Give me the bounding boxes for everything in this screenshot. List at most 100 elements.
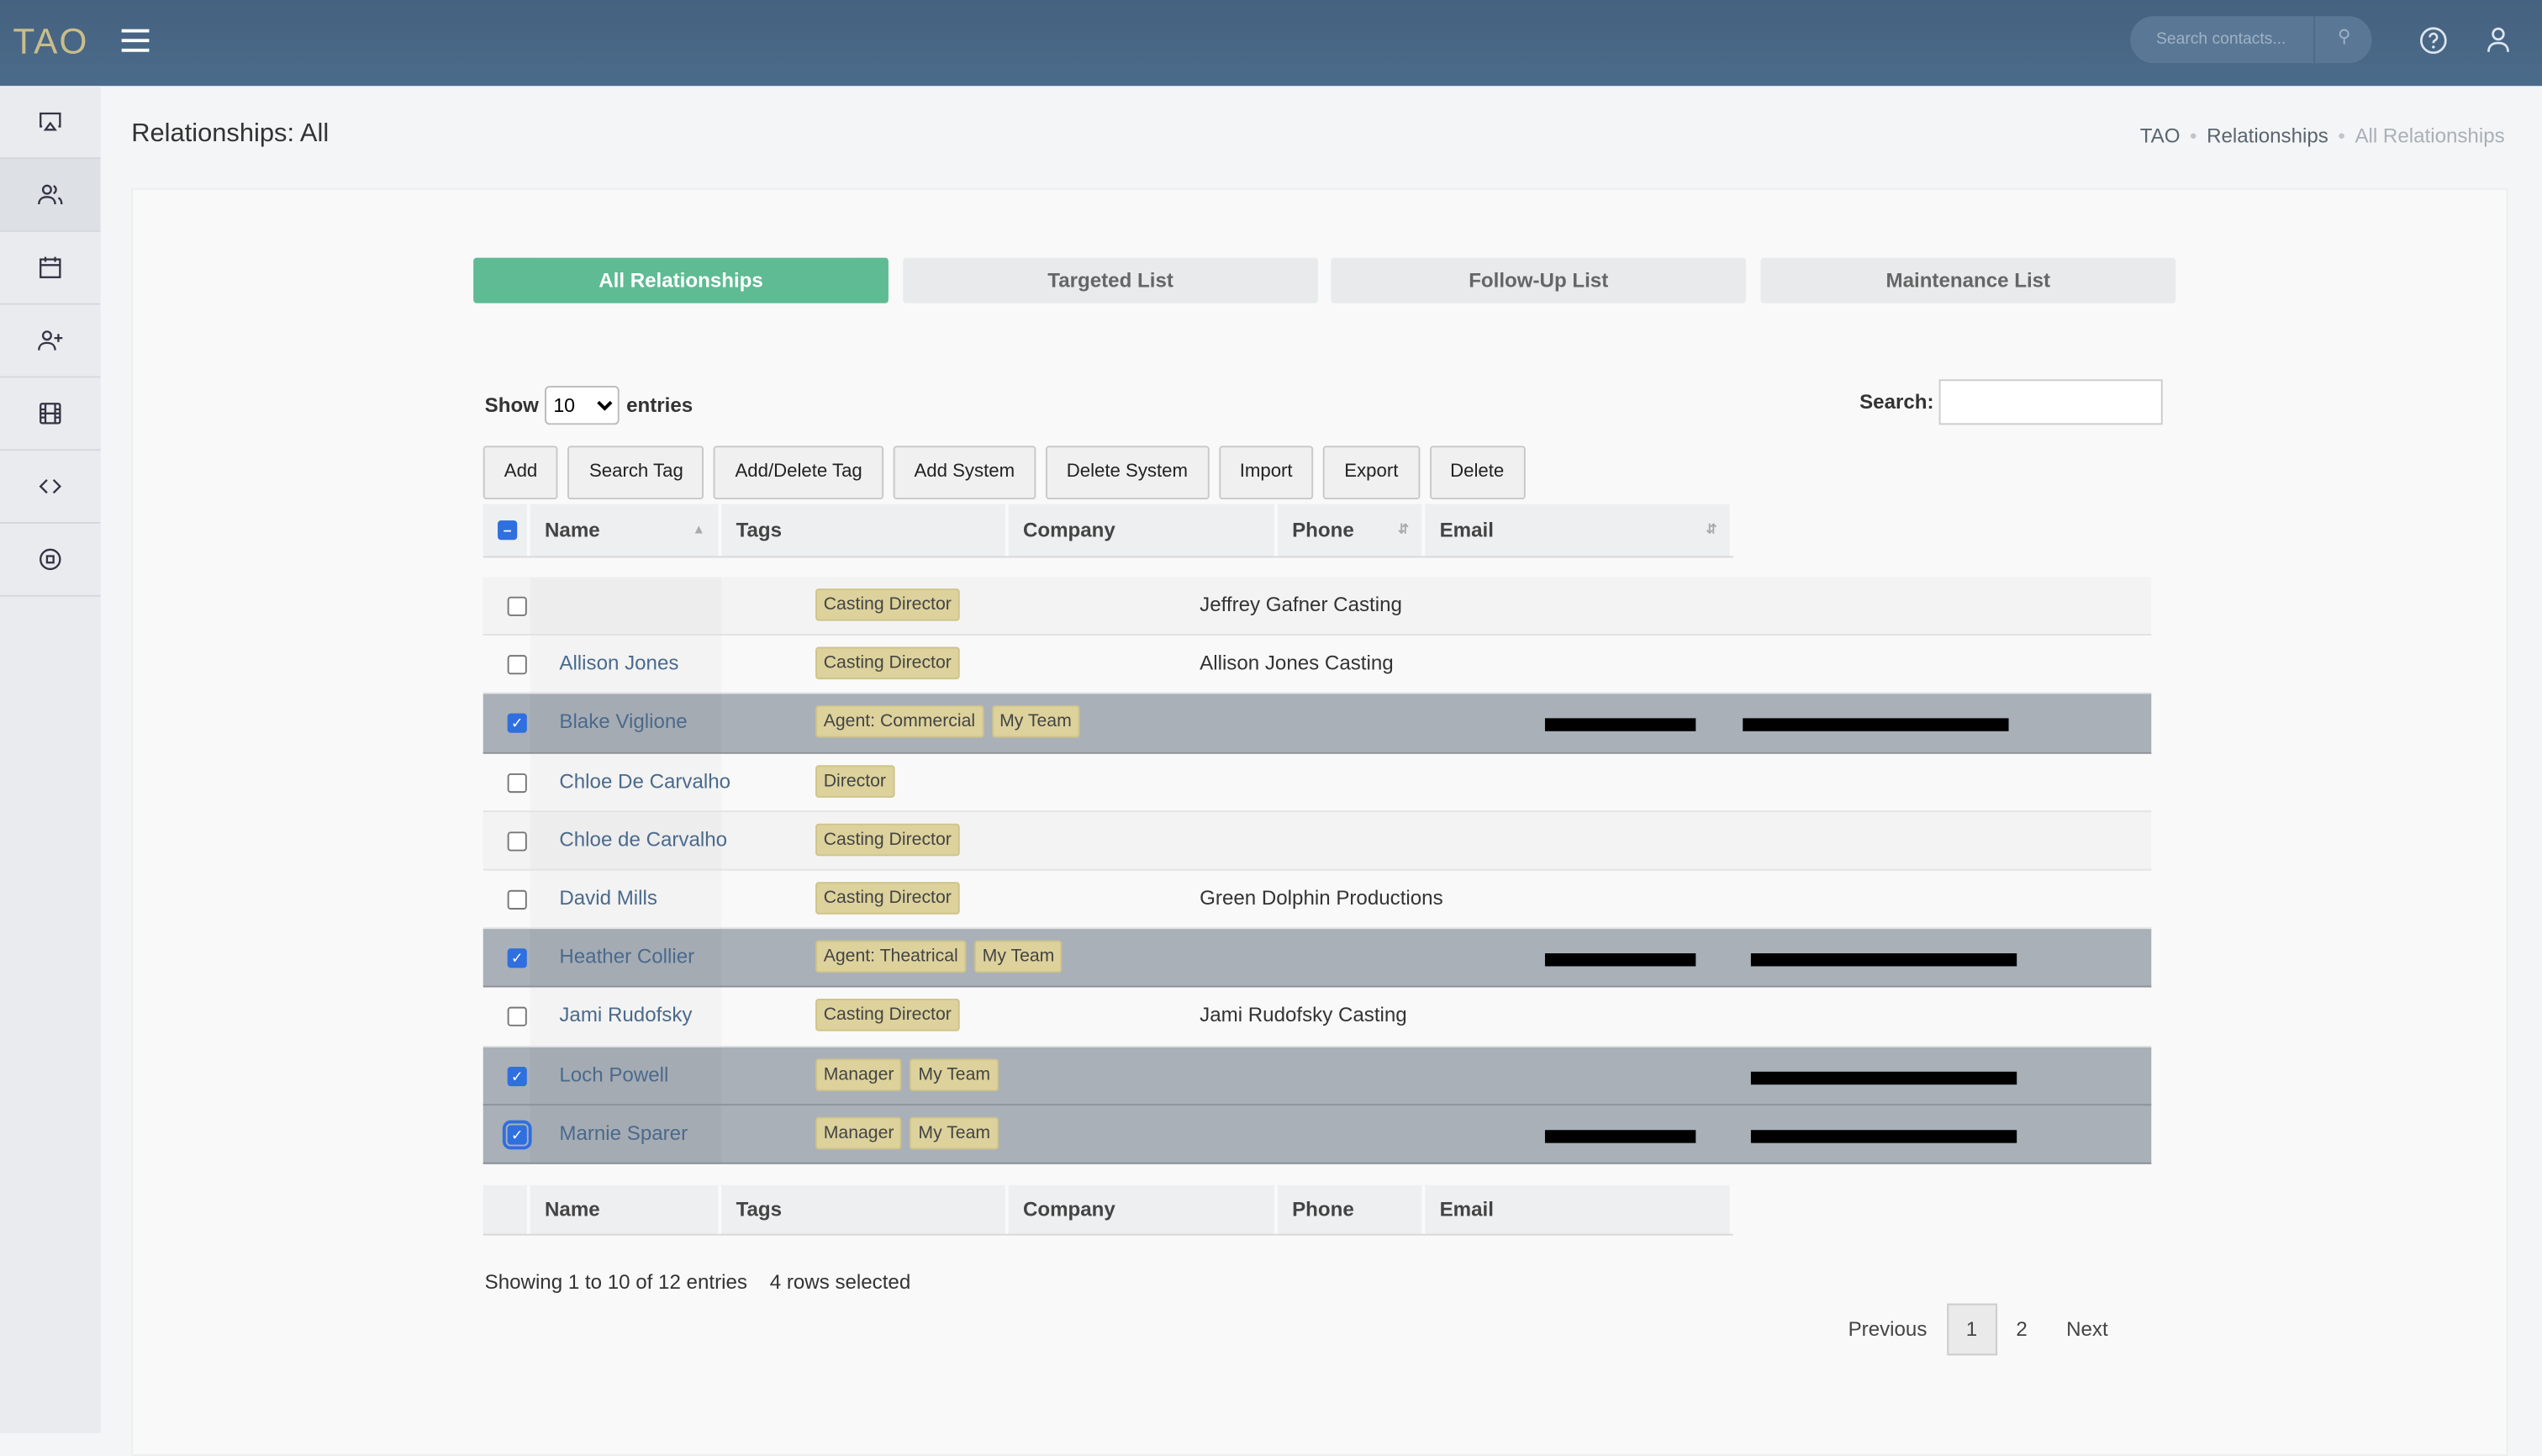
column-phone[interactable]: Phone ⇵ [1278,504,1426,557]
table-search-input[interactable] [1938,379,2163,425]
row-checkbox[interactable] [507,773,527,793]
user-icon[interactable] [2482,24,2515,57]
show-label: Show [484,393,539,417]
tag-badge: Casting Director [815,588,960,621]
contact-name-link[interactable]: Blake Viglione [559,710,688,734]
tag-badge: Casting Director [815,999,960,1032]
contact-name-link[interactable]: Jami Rudofsky [559,1004,693,1027]
sidebar-item-add-contact[interactable] [0,305,101,378]
tag-list: Agent: Theatrical My Team [815,940,1063,973]
page-title: Relationships: All [131,119,330,148]
sidebar-item-projects[interactable] [0,377,101,451]
redacted-phone [1544,719,1696,732]
sidebar-item-code[interactable] [0,451,101,524]
row-checkbox[interactable] [507,889,527,910]
logo[interactable]: TAO [13,21,89,62]
row-checkbox[interactable] [507,596,527,616]
sidebar-item-dashboard[interactable] [0,86,101,160]
contact-name-link[interactable]: Chloe de Carvalho [559,828,728,852]
footer-column-tags: Tags [721,1184,1009,1234]
table-header: – Name ▲ Tags Company Phone ⇵ Email ⇵ [483,504,1733,558]
breadcrumb-tao[interactable]: TAO [2139,124,2181,148]
column-email[interactable]: Email ⇵ [1425,504,1733,557]
next-button[interactable]: Next [2066,1317,2108,1341]
sidebar-item-relationships[interactable] [0,159,101,232]
breadcrumb-current: All Relationships [2355,124,2505,148]
add-button[interactable]: Add [483,446,559,500]
page-2-button[interactable]: 2 [2016,1317,2028,1341]
film-icon [40,403,61,425]
menu-icon[interactable] [121,29,150,59]
footer-column-company: Company [1009,1184,1278,1234]
sidebar-item-calendar[interactable] [0,232,101,305]
search-icon[interactable]: ⚲ [2313,16,2373,64]
tag-badge: My Team [910,1116,999,1149]
table-row[interactable]: Chloe De Carvalho Director [483,752,2152,812]
previous-button[interactable]: Previous [1848,1317,1928,1341]
add-delete-tag-button[interactable]: Add/Delete Tag [714,446,883,500]
import-button[interactable]: Import [1218,446,1314,500]
add-system-button[interactable]: Add System [893,446,1036,500]
tag-badge: Director [815,764,894,798]
contact-name-link[interactable]: Chloe De Carvalho [559,769,731,793]
delete-system-button[interactable]: Delete System [1045,446,1210,500]
tab-follow-up-list[interactable]: Follow-Up List [1331,257,1747,303]
row-checkbox[interactable]: ✓ [507,1066,527,1086]
contact-name-link[interactable]: Loch Powell [559,1063,669,1086]
table-row[interactable]: Chloe de Carvalho Casting Director [483,811,2152,871]
pagination: Previous 1 2 Next [1828,1303,2127,1356]
code-icon [39,479,61,494]
company-cell: Jami Rudofsky Casting [1200,1004,1407,1027]
stop-circle-icon [40,548,61,571]
sidebar-item-stop[interactable] [0,524,101,597]
column-company[interactable]: Company [1009,504,1278,557]
table-row[interactable]: ✓ Blake Viglione Agent: Commercial My Team [483,694,2152,753]
contact-search-input[interactable] [2130,16,2325,64]
table-row[interactable]: Casting Director Jeffrey Gafner Casting [483,577,2152,636]
row-checkbox[interactable]: ✓ [507,948,527,968]
contact-name-link[interactable]: David Mills [559,886,657,910]
help-icon[interactable] [2418,24,2450,57]
breadcrumb-relationships[interactable]: Relationships [2207,124,2328,148]
airplay-icon [40,112,61,131]
table-row[interactable]: ✓ Heather Collier Agent: Theatrical My Team [483,929,2152,989]
tag-list: Casting Director [815,646,960,680]
sort-icon: ⇵ [1398,522,1409,537]
row-checkbox[interactable] [507,1007,527,1027]
table-row[interactable]: ✓ Loch Powell Manager My Team [483,1046,2152,1105]
footer-column-name: Name [530,1184,722,1234]
column-name[interactable]: Name ▲ [530,504,722,557]
export-button[interactable]: Export [1323,446,1420,500]
tag-list: Manager My Team [815,1058,999,1090]
tag-list: Agent: Commercial My Team [815,705,1080,739]
tab-maintenance-list[interactable]: Maintenance List [1760,257,2176,303]
table-row[interactable]: Allison Jones Casting Director Allison Jon… [483,636,2152,695]
contact-name-link[interactable]: Allison Jones [559,652,679,675]
tab-targeted-list[interactable]: Targeted List [903,257,1318,303]
select-all-cell[interactable]: – [483,504,530,557]
search-tag-button[interactable]: Search Tag [567,446,704,500]
table-row[interactable]: ✓ Marnie Sparer Manager My Team [483,1105,2152,1164]
tag-badge: My Team [910,1058,999,1090]
row-checkbox[interactable]: ✓ [507,714,527,734]
delete-button[interactable]: Delete [1429,446,1526,500]
page-1-button[interactable]: 1 [1946,1303,1997,1356]
contact-name-link[interactable]: Heather Collier [559,945,695,968]
tag-list: Casting Director [815,823,960,856]
tag-list: Manager My Team [815,1116,999,1149]
row-checkbox[interactable] [507,831,527,852]
toolbar: Add Search Tag Add/Delete Tag Add System… [483,446,1526,500]
contact-name-link[interactable]: Marnie Sparer [559,1121,688,1144]
search-label: Search: [1859,390,1934,414]
select-all-checkbox[interactable]: – [498,520,518,541]
tag-list: Casting Director [815,999,960,1032]
footer-column-phone: Phone [1278,1184,1426,1234]
row-checkbox[interactable] [507,655,527,675]
row-checkbox[interactable]: ✓ [502,1120,532,1149]
entries-select[interactable]: 10 [545,386,620,425]
user-plus-icon [38,330,63,351]
table-row[interactable]: David Mills Casting Director Green Dolphin… [483,870,2152,930]
tab-all-relationships[interactable]: All Relationships [473,257,889,303]
table-row[interactable]: Jami Rudofsky Casting Director Jami Rudofs… [483,988,2152,1047]
column-tags[interactable]: Tags [721,504,1009,557]
